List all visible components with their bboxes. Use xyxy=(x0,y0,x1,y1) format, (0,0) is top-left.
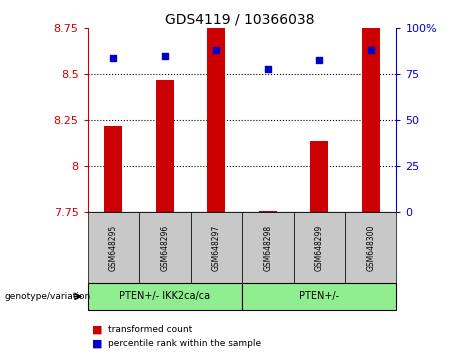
Bar xyxy=(259,211,277,212)
Point xyxy=(213,47,220,53)
Point xyxy=(110,55,117,61)
Bar xyxy=(156,80,174,212)
Text: GSM648299: GSM648299 xyxy=(315,225,324,271)
Point xyxy=(161,53,168,59)
Text: PTEN+/- IKK2ca/ca: PTEN+/- IKK2ca/ca xyxy=(119,291,210,302)
Text: ■: ■ xyxy=(92,338,103,348)
Point xyxy=(315,57,323,62)
Text: transformed count: transformed count xyxy=(108,325,193,334)
Text: ■: ■ xyxy=(92,324,103,334)
Text: PTEN+/-: PTEN+/- xyxy=(299,291,339,302)
Text: genotype/variation: genotype/variation xyxy=(5,292,91,301)
Text: percentile rank within the sample: percentile rank within the sample xyxy=(108,339,261,348)
Text: GSM648295: GSM648295 xyxy=(109,225,118,271)
Bar xyxy=(207,8,225,212)
Bar xyxy=(362,4,380,212)
Text: GSM648297: GSM648297 xyxy=(212,225,221,271)
Point xyxy=(264,66,272,72)
Text: GSM648298: GSM648298 xyxy=(263,225,272,271)
Text: GDS4119 / 10366038: GDS4119 / 10366038 xyxy=(165,12,314,27)
Bar xyxy=(104,126,122,212)
Bar xyxy=(310,141,328,212)
Text: GSM648300: GSM648300 xyxy=(366,224,375,271)
Point xyxy=(367,47,374,53)
Text: GSM648296: GSM648296 xyxy=(160,225,169,271)
